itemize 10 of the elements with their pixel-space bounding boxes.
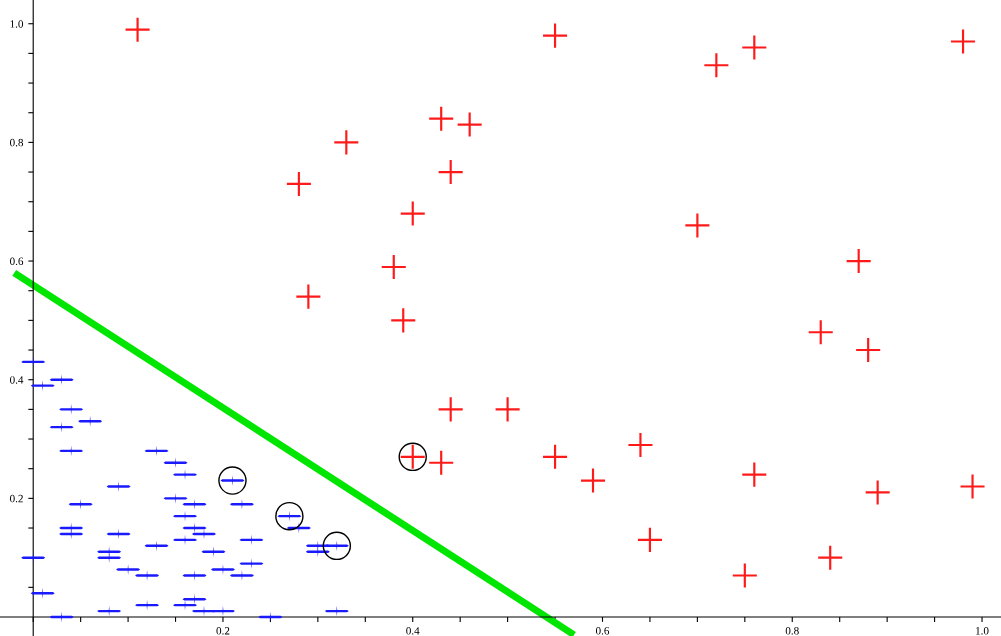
x-tick-label: 0.8 [785,627,799,635]
y-tick-label: 1.0 [10,20,24,28]
y-tick-label: 0.6 [10,257,24,266]
y-tick-label: 0.4 [10,376,24,384]
x-tick-label: 0.4 [406,627,420,635]
x-tick-label: 0.2 [216,627,230,635]
y-tick-label: 0.2 [10,494,23,503]
x-tick-label: 1.0 [976,627,989,635]
y-tick-label: 0.8 [10,138,24,147]
x-tick-label: 0.6 [595,627,610,635]
